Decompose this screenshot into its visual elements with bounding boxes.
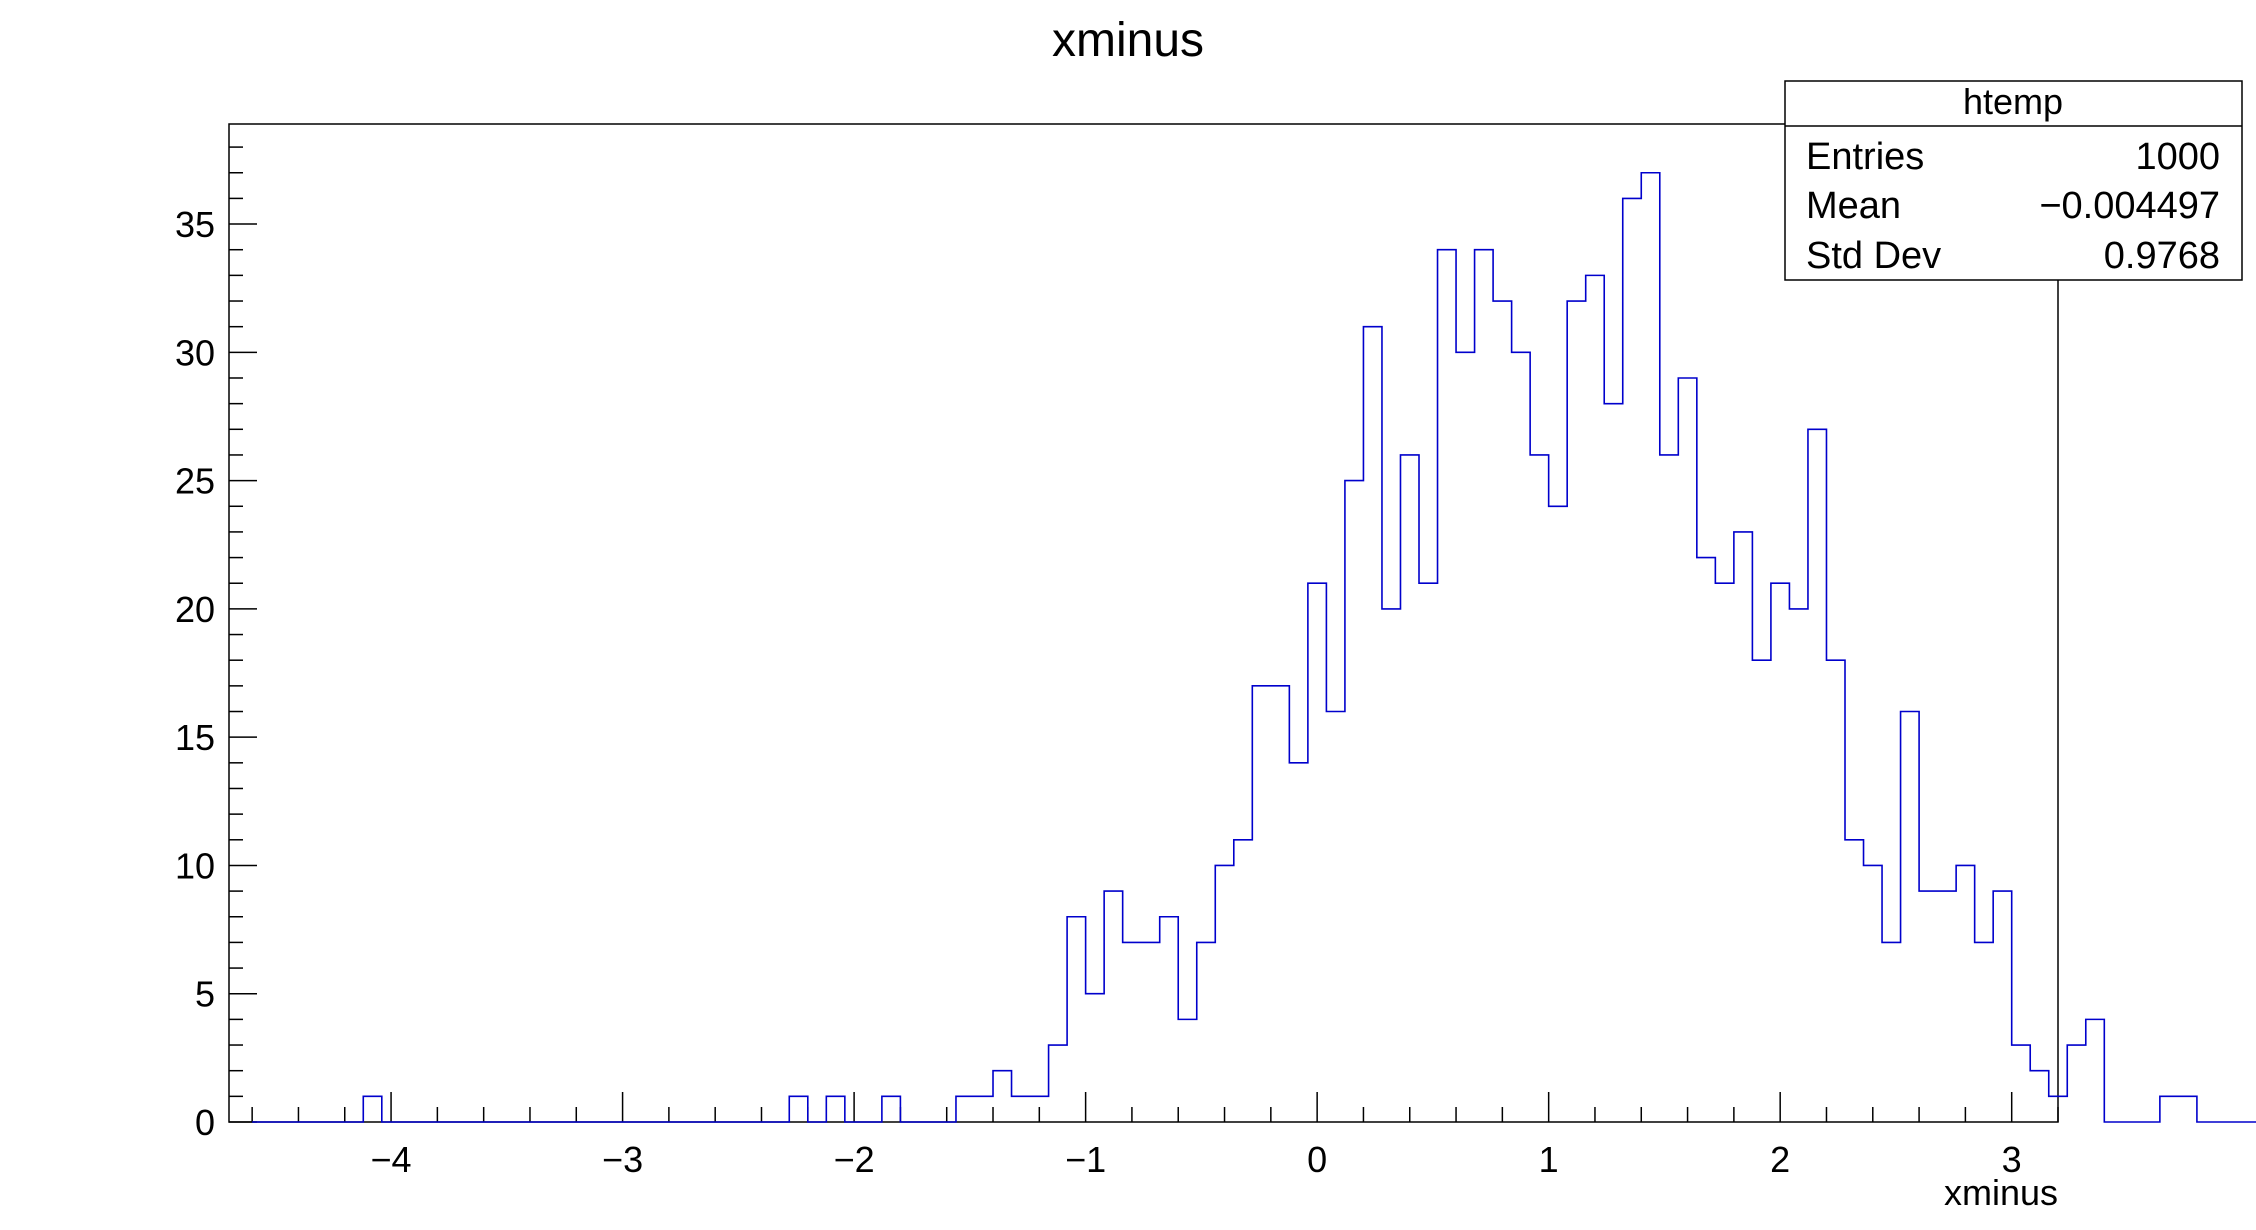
stats-mean-value: −0.004497 (2039, 185, 2220, 227)
x-tick-label: 3 (2002, 1139, 2022, 1180)
stats-stddev-label: Std Dev (1806, 235, 1941, 277)
x-tick-label: −1 (1065, 1139, 1106, 1180)
y-tick-label: 20 (175, 589, 215, 630)
stats-box-frame (1784, 80, 2243, 281)
y-tick-label: 35 (175, 204, 215, 245)
stats-entries-value: 1000 (2135, 136, 2220, 178)
stats-mean-label: Mean (1806, 185, 1901, 227)
chart-title: xminus (1052, 14, 1204, 67)
stats-box-title: htemp (1963, 81, 2063, 122)
x-tick-label: −2 (834, 1139, 875, 1180)
y-tick-label: 0 (195, 1102, 215, 1143)
stats-stddev-value: 0.9768 (2104, 235, 2220, 277)
y-tick-label: 15 (175, 717, 215, 758)
x-tick-label: −3 (602, 1139, 643, 1180)
plot-frame (228, 123, 2059, 1123)
x-tick-label: 2 (1770, 1139, 1790, 1180)
y-tick-label: 30 (175, 332, 215, 373)
y-tick-label: 10 (175, 845, 215, 886)
x-tick-label: −4 (371, 1139, 412, 1180)
y-axis: 0 5 10 15 20 25 30 35 (175, 146, 257, 1143)
y-tick-label: 25 (175, 461, 215, 502)
x-axis-label: xminus (1944, 1172, 2058, 1213)
histogram-series (252, 171, 2256, 1123)
y-tick-label: 5 (195, 974, 215, 1015)
x-tick-label: 1 (1539, 1139, 1559, 1180)
stats-entries-label: Entries (1806, 136, 1924, 178)
stats-box: htemp Entries 1000 Mean −0.004497 Std De… (1784, 80, 2243, 281)
x-axis: −4 −3 −2 −1 0 1 2 3 (251, 1092, 2059, 1180)
x-tick-label: 0 (1307, 1139, 1327, 1180)
